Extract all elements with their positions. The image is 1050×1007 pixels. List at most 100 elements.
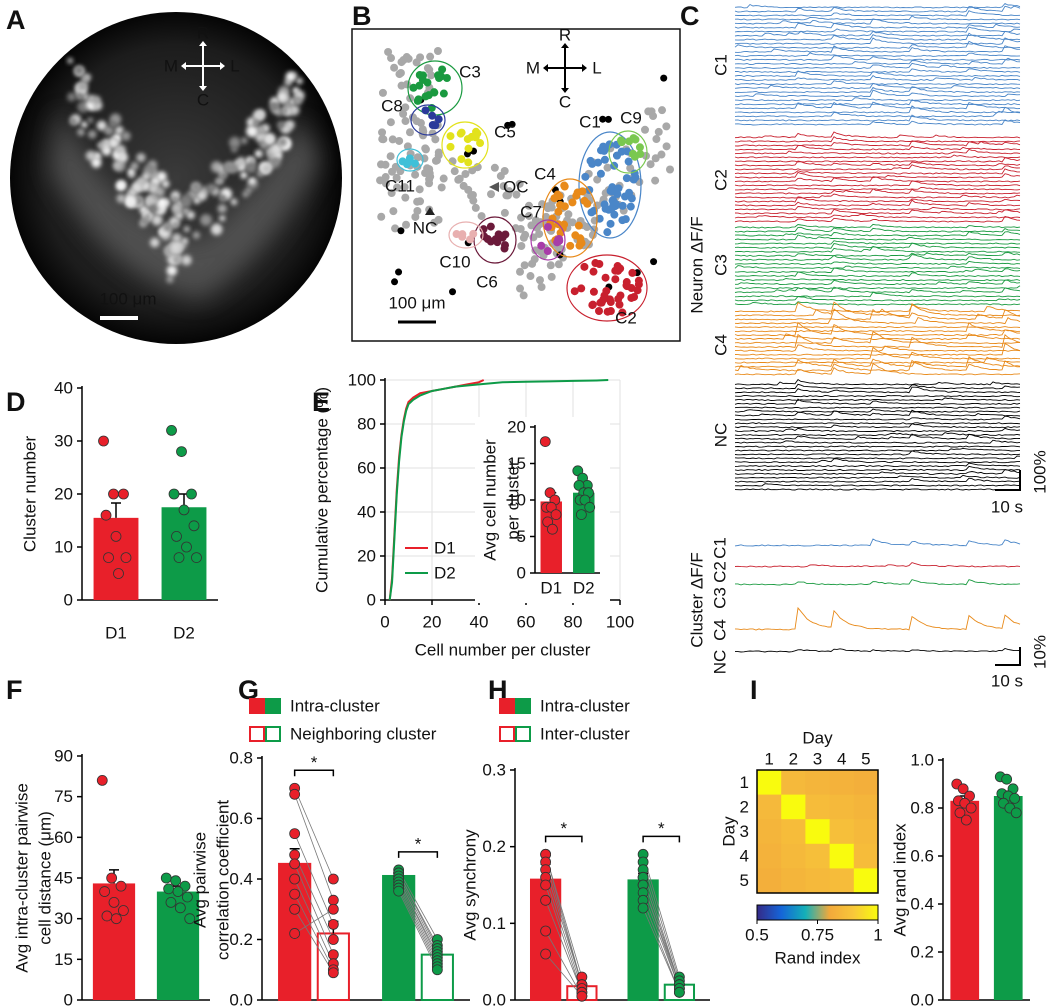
neuron-trace xyxy=(734,160,1021,167)
pair-line xyxy=(294,788,334,880)
cluster-dot xyxy=(606,298,615,307)
cell-dot xyxy=(508,120,516,128)
y-axis-title: Avg cell number xyxy=(481,439,500,561)
cell xyxy=(115,181,126,191)
cluster-dot xyxy=(435,74,444,83)
cluster-dot xyxy=(500,244,509,253)
cluster-dot xyxy=(577,284,586,293)
data-point xyxy=(181,891,193,903)
y-tick-label: 0.0 xyxy=(482,991,506,1007)
cluster-dot xyxy=(572,191,581,200)
cell-dot xyxy=(455,174,464,183)
cell-dot xyxy=(450,167,459,176)
neuron-trace xyxy=(734,321,1021,333)
heatmap-cell xyxy=(805,843,831,869)
neuron-trace xyxy=(734,196,1021,203)
data-point xyxy=(96,775,108,786)
neuron-trace xyxy=(734,164,1021,171)
data-point xyxy=(172,886,184,897)
neuron-trace xyxy=(734,356,1021,364)
data-point xyxy=(99,886,111,897)
cluster-dot xyxy=(630,292,639,301)
neuron-trace xyxy=(734,427,1021,433)
cell-dot xyxy=(649,112,658,121)
panel-label: A xyxy=(6,5,26,35)
cell xyxy=(67,57,74,64)
cluster-dot xyxy=(588,301,597,310)
cell-dot xyxy=(421,145,430,154)
cell-dot xyxy=(397,227,405,235)
y-tick-label: 0.4 xyxy=(229,870,253,889)
cluster-dot xyxy=(574,221,583,230)
neuron-trace xyxy=(734,252,1021,257)
cell-dot xyxy=(403,142,412,151)
compass-arrowhead xyxy=(582,64,587,72)
cell-dot xyxy=(386,152,395,161)
data-point xyxy=(1009,793,1021,804)
pair-line xyxy=(398,890,438,970)
cell xyxy=(78,80,89,91)
neuron-trace xyxy=(734,331,1021,344)
neuron-trace xyxy=(735,415,1021,421)
data-point xyxy=(637,902,649,914)
cell xyxy=(161,180,170,188)
cell-dot xyxy=(395,136,404,145)
cell xyxy=(255,131,267,143)
cell xyxy=(149,237,160,248)
cluster-dot xyxy=(626,202,635,211)
cell xyxy=(181,237,189,245)
cell xyxy=(174,211,184,220)
data-point xyxy=(289,849,301,861)
y-axis-title: Avg rand index xyxy=(891,823,910,937)
heatmap-cell xyxy=(829,794,855,820)
data-point xyxy=(173,552,185,563)
group-label: C1 xyxy=(711,537,730,559)
cluster-dot xyxy=(446,142,455,151)
y-tick-label: 5 xyxy=(517,527,526,546)
neuron-trace xyxy=(735,206,1021,211)
cell xyxy=(220,171,227,179)
neuron-trace xyxy=(734,286,1021,294)
cell xyxy=(242,191,249,198)
cluster-dot xyxy=(570,287,579,296)
neuron-trace xyxy=(734,188,1021,195)
neuron-trace xyxy=(734,40,1021,49)
cell xyxy=(116,193,126,204)
pair-line xyxy=(642,907,680,993)
cell xyxy=(96,120,107,131)
neuron-trace xyxy=(734,131,1021,139)
pair-line xyxy=(545,877,583,989)
y-tick-label: 15 xyxy=(507,454,526,473)
cluster-label: C5 xyxy=(494,123,516,142)
cell xyxy=(171,195,179,202)
cluster-dot xyxy=(439,89,448,98)
bar xyxy=(950,800,980,1000)
cluster-dot xyxy=(456,129,465,138)
cell xyxy=(121,131,131,141)
cell xyxy=(196,190,208,201)
pair-line xyxy=(294,909,334,973)
y-tick-label: 0.2 xyxy=(229,930,253,949)
cluster-dot xyxy=(614,184,623,193)
cell xyxy=(87,117,94,124)
cluster-dot xyxy=(483,234,492,243)
data-point xyxy=(120,552,132,563)
neuron-trace xyxy=(734,86,1021,94)
y-axis-title: Neuron ΔF/F xyxy=(688,216,707,313)
y-axis-title: correlation coefficient xyxy=(214,800,233,961)
cell xyxy=(210,223,223,236)
neuron-trace xyxy=(734,260,1021,265)
data-point xyxy=(168,488,180,500)
y-tick-label: 40 xyxy=(357,503,376,522)
cell-dot xyxy=(658,106,667,115)
neuron-trace xyxy=(734,37,1021,45)
neuron-trace xyxy=(734,301,1021,313)
cell xyxy=(269,156,281,168)
cell-dot xyxy=(467,191,476,200)
cell xyxy=(166,265,178,276)
y-axis-title: Avg intra-cluster pairwise xyxy=(13,783,32,973)
cluster-dot xyxy=(589,267,598,276)
scale-label: 100 μm xyxy=(99,290,156,309)
cluster-dot xyxy=(617,147,626,156)
